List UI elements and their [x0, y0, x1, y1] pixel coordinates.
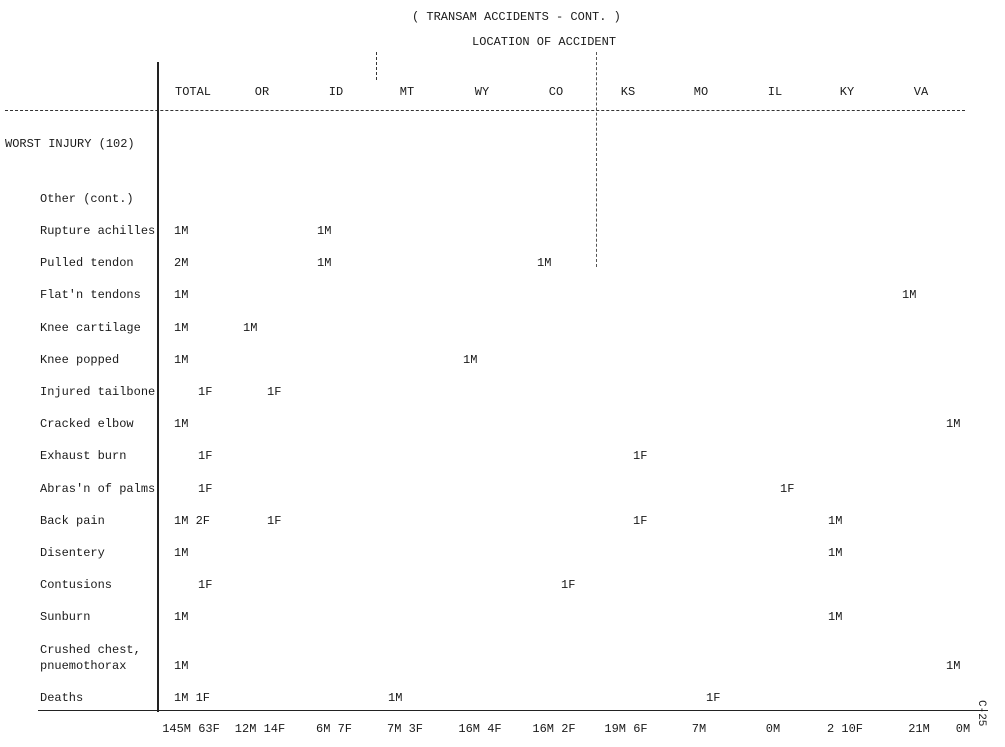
title: ( TRANSAM ACCIDENTS - CONT. ): [412, 10, 621, 24]
cell: 1F: [267, 513, 282, 528]
cell: 1M: [317, 256, 332, 271]
cell: 1F: [780, 481, 795, 496]
separator: [596, 52, 597, 267]
column-header: KY: [839, 85, 855, 99]
cell: 1M: [243, 320, 258, 335]
column-header: WY: [474, 85, 490, 99]
cell: 1M: [537, 256, 552, 271]
column-header: MT: [399, 85, 415, 99]
cell: 1M: [174, 610, 189, 625]
row-label: Cracked elbow: [40, 417, 134, 432]
cell: 1M: [946, 417, 961, 432]
column-header: ID: [328, 85, 344, 99]
row-label: Knee popped: [40, 352, 120, 367]
column-header: CO: [548, 85, 564, 99]
column-total: 21M: [908, 722, 930, 736]
cell: 1F: [198, 578, 213, 593]
cell: 1M: [463, 352, 478, 367]
row-label: Abras'n of palms: [40, 481, 156, 496]
column-header: OR: [254, 85, 270, 99]
cell: 1M: [174, 417, 189, 432]
column-total: 16M 2F: [532, 722, 576, 736]
cell: 1F: [267, 385, 282, 399]
cell: 1M: [174, 658, 189, 673]
column-total: 19M 6F: [604, 722, 648, 736]
column-header: VA: [913, 85, 929, 99]
cell: 1M: [388, 691, 403, 705]
cell: 1M: [946, 658, 961, 673]
row-label: Contusions: [40, 578, 113, 593]
separator: [376, 52, 377, 80]
row-label: Rupture achilles: [40, 224, 156, 238]
column-total: 0M: [765, 722, 781, 736]
column-total: 6M 7F: [315, 722, 353, 736]
column-total: 2 10F: [826, 722, 864, 736]
row-label: Knee cartilage: [40, 320, 141, 335]
cell: 1M: [828, 610, 843, 625]
cell: 1F: [198, 385, 213, 399]
cell: 1M: [828, 513, 843, 528]
cell: 1M: [174, 224, 189, 238]
row-label: Back pain: [40, 513, 105, 528]
row-label: Pulled tendon: [40, 256, 134, 271]
row-label: Crushed chest,: [40, 642, 141, 657]
footer-rule: [38, 710, 988, 711]
cell: 1M: [174, 546, 189, 560]
row-label: Flat'n tendons: [40, 288, 141, 303]
cell: 1M: [174, 288, 189, 303]
cell: 1F: [198, 481, 213, 496]
row-label: Disentery: [40, 546, 105, 560]
column-total: 7M: [691, 722, 707, 736]
cell: 1F: [561, 578, 576, 593]
cell: 1M 2F: [174, 513, 211, 528]
cell: 2M: [174, 256, 189, 271]
cell: 1F: [198, 449, 213, 464]
column-total: 7M 3F: [386, 722, 424, 736]
cell: 1M: [174, 320, 189, 335]
column-header: KS: [620, 85, 636, 99]
column-header: IL: [767, 85, 783, 99]
column-divider: [157, 62, 159, 712]
row-label: Sunburn: [40, 610, 91, 625]
cell: 1F: [633, 449, 648, 464]
row-label: Injured tailbone: [40, 385, 156, 399]
column-header: MO: [693, 85, 709, 99]
row-label: pnuemothorax: [40, 658, 127, 673]
row-label: Deaths: [40, 691, 84, 705]
cell: 1F: [706, 691, 721, 705]
column-total: 12M 14F: [234, 722, 286, 736]
page-number: C-25: [975, 700, 987, 727]
header-rule: [5, 110, 965, 111]
row-label: Exhaust burn: [40, 449, 127, 464]
cell: 1M: [902, 288, 917, 303]
subtitle: LOCATION OF ACCIDENT: [472, 35, 617, 49]
cell: 1M: [317, 224, 332, 238]
column-total: 145M 63F: [162, 722, 220, 736]
column-total: 0M: [955, 722, 971, 736]
cell: 1M: [828, 546, 843, 560]
cell: 1F: [633, 513, 648, 528]
section-title: WORST INJURY (102): [5, 137, 135, 151]
cell: 1M 1F: [174, 691, 211, 705]
column-header: TOTAL: [174, 85, 212, 99]
column-total: 16M 4F: [458, 722, 502, 736]
cell: 1M: [174, 352, 189, 367]
subsection-title: Other (cont.): [40, 192, 134, 206]
